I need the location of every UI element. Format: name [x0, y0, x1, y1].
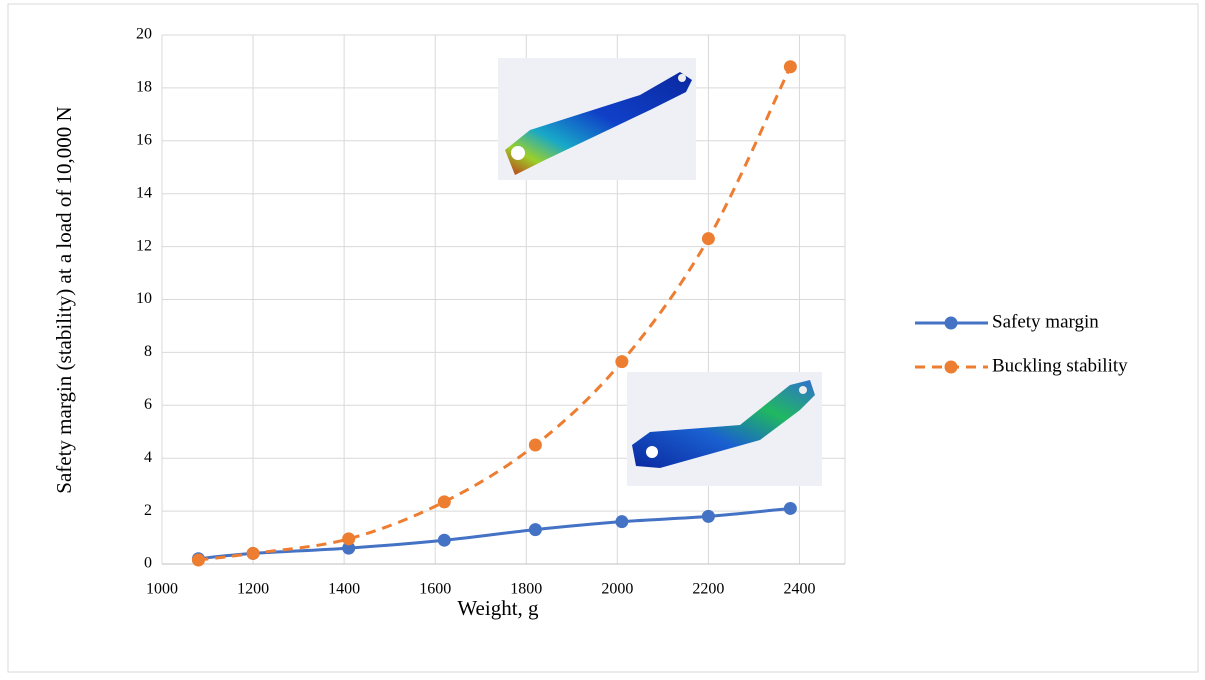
- y-tick-label: 8: [144, 343, 152, 360]
- x-tick-label: 1200: [237, 581, 269, 598]
- y-tick-label: 0: [144, 555, 152, 572]
- x-axis-label: Weight, g: [457, 596, 539, 620]
- y-tick-label: 18: [136, 79, 152, 96]
- data-point: [192, 554, 205, 567]
- y-tick-label: 12: [136, 237, 152, 254]
- y-tick-label: 6: [144, 396, 152, 413]
- y-tick-label: 10: [136, 290, 152, 307]
- x-tick-label: 2000: [601, 581, 633, 598]
- data-point: [342, 532, 355, 545]
- x-tick-label: 2400: [783, 581, 815, 598]
- x-tick-label: 1000: [146, 581, 178, 598]
- data-point: [529, 523, 542, 536]
- x-tick-label: 1600: [419, 581, 451, 598]
- y-tick-label: 16: [136, 131, 152, 148]
- data-point: [784, 502, 797, 515]
- data-point: [702, 510, 715, 523]
- illustration-top: [498, 58, 696, 180]
- y-tick-label: 4: [144, 449, 152, 466]
- legend-marker: [945, 361, 958, 374]
- data-point: [438, 495, 451, 508]
- y-tick-label: 20: [136, 26, 152, 43]
- legend-label: Buckling stability: [992, 355, 1128, 376]
- legend-marker: [945, 317, 958, 330]
- data-point: [702, 232, 715, 245]
- illustration-bottom: [627, 372, 822, 486]
- data-point: [615, 515, 628, 528]
- data-point: [615, 355, 628, 368]
- data-point: [438, 534, 451, 547]
- x-tick-label: 2200: [692, 581, 724, 598]
- y-tick-label: 14: [136, 184, 152, 201]
- data-point: [784, 60, 797, 73]
- data-point: [529, 438, 542, 451]
- y-axis-label: Safety margin (stability) at a load of 1…: [52, 106, 76, 493]
- y-tick-label: 2: [144, 502, 152, 519]
- chart: 0246810121416182010001200140016001800200…: [0, 0, 1205, 680]
- data-point: [247, 547, 260, 560]
- legend-label: Safety margin: [992, 311, 1099, 332]
- x-tick-label: 1400: [328, 581, 360, 598]
